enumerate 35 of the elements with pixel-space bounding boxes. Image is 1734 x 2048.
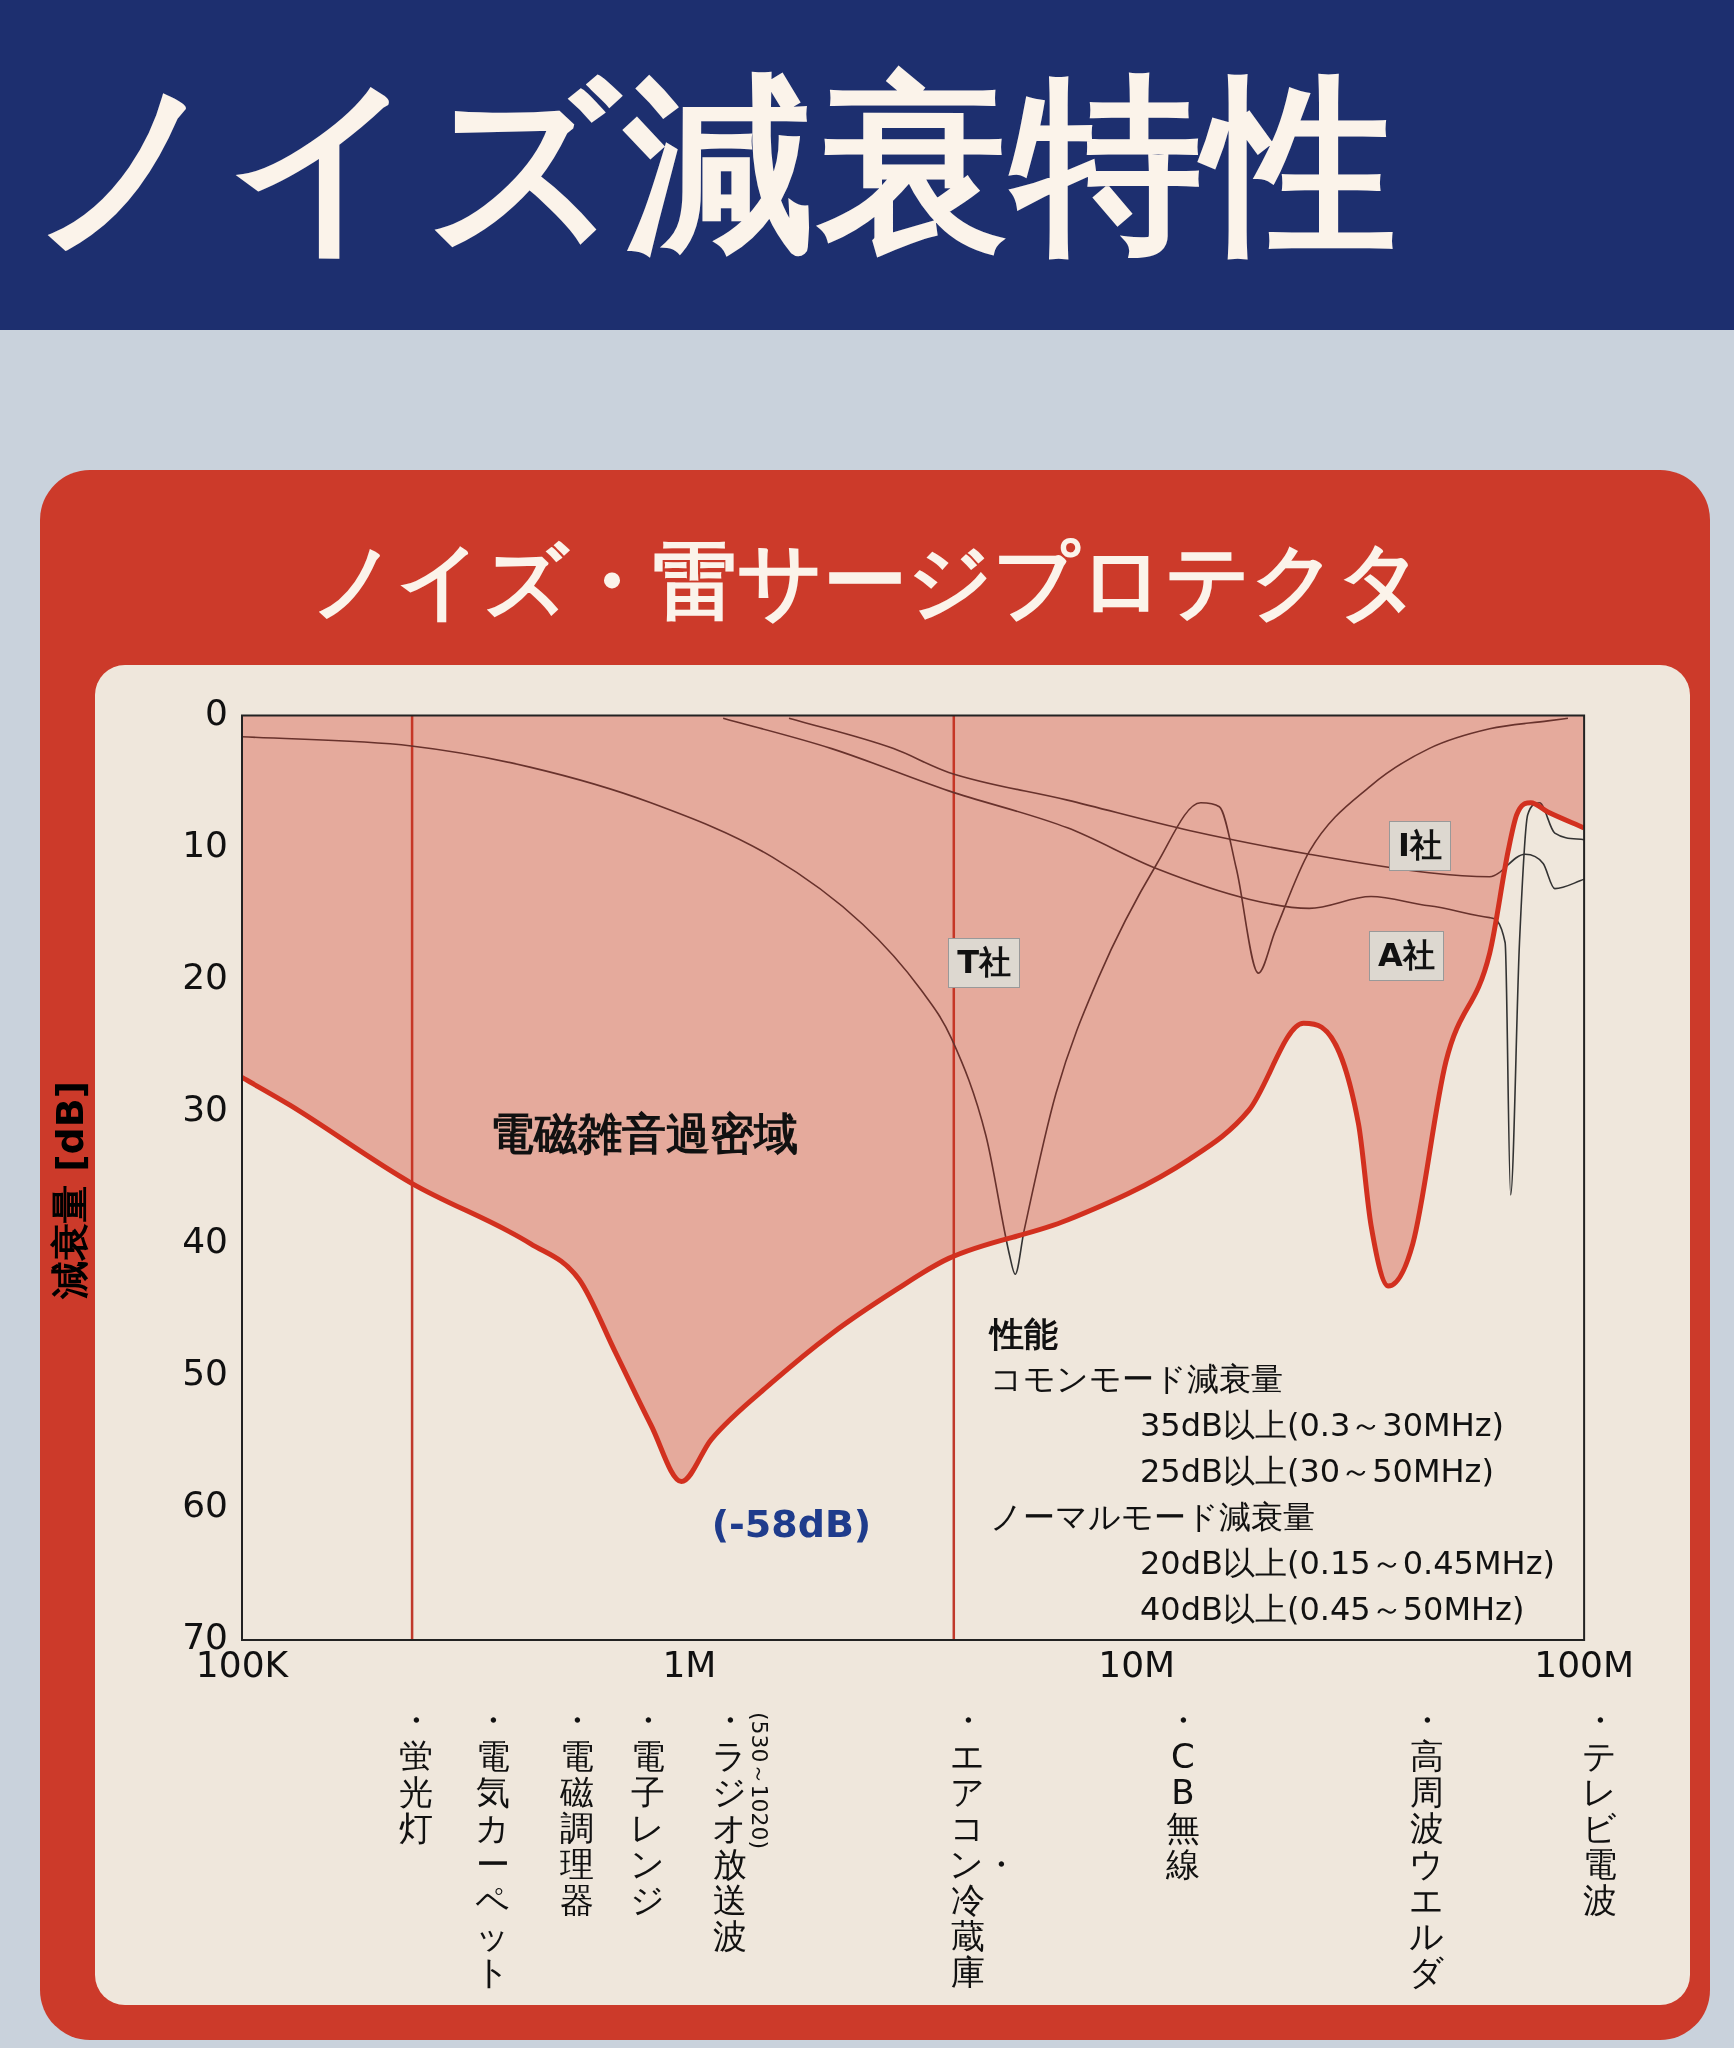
x-tick-label: 10M xyxy=(1098,1643,1176,1685)
text: ・ラジオ放送波 xyxy=(711,1700,749,1957)
x-tick-label: 100M xyxy=(1534,1643,1634,1685)
annotation: コモンモード減衰量 xyxy=(990,1359,1283,1400)
y-tick-label: 40 xyxy=(182,1220,228,1262)
annotation: 40dB以上(0.45～50MHz) xyxy=(1140,1589,1525,1630)
series-label: T社 xyxy=(948,938,1020,989)
y-tick-label: 20 xyxy=(182,956,228,998)
annotation: 35dB以上(0.3～30MHz) xyxy=(1140,1405,1505,1446)
chart-title: ノイズ減衰特性 xyxy=(30,54,1400,278)
annotation: ノーマルモード減衰量 xyxy=(990,1497,1315,1538)
annotation: 25dB以上(30～50MHz) xyxy=(1140,1451,1494,1492)
text: ・高周波ウエルダ xyxy=(1408,1700,1446,1993)
series-label: A社 xyxy=(1368,930,1444,981)
text: ・エアコン・冷蔵庫 xyxy=(949,1700,1019,1993)
text: ・電子レンジ xyxy=(629,1700,667,1921)
annotation: 性能 xyxy=(990,1313,1058,1356)
y-tick-label: 0 xyxy=(205,691,228,733)
annotation: 電磁雑音過密域 xyxy=(490,1107,798,1161)
y-tick-label: 60 xyxy=(182,1484,228,1526)
y-axis-title: 減衰量 [dB] xyxy=(46,1080,93,1300)
annotation: 20dB以上(0.15～0.45MHz) xyxy=(1140,1543,1555,1584)
text: ・テレビ電波 xyxy=(1581,1700,1619,1921)
y-tick-label: 10 xyxy=(182,824,228,866)
series-label: I社 xyxy=(1388,820,1451,871)
chart-subtitle: ノイズ・雷サージプロテクタ xyxy=(310,531,1424,632)
y-tick-label: 30 xyxy=(182,1088,228,1130)
x-tick-label: 1M xyxy=(662,1643,717,1685)
text: ・電磁調理器 xyxy=(559,1700,595,1921)
text: (530～1020) xyxy=(747,1712,772,1850)
text: ・蛍光灯 xyxy=(398,1700,434,1849)
text: ・電気カーペット xyxy=(474,1700,512,1993)
annotation: (-58dB) xyxy=(711,1501,872,1546)
y-tick-label: 50 xyxy=(182,1352,228,1394)
text: ・CB無線 xyxy=(1165,1700,1201,1885)
